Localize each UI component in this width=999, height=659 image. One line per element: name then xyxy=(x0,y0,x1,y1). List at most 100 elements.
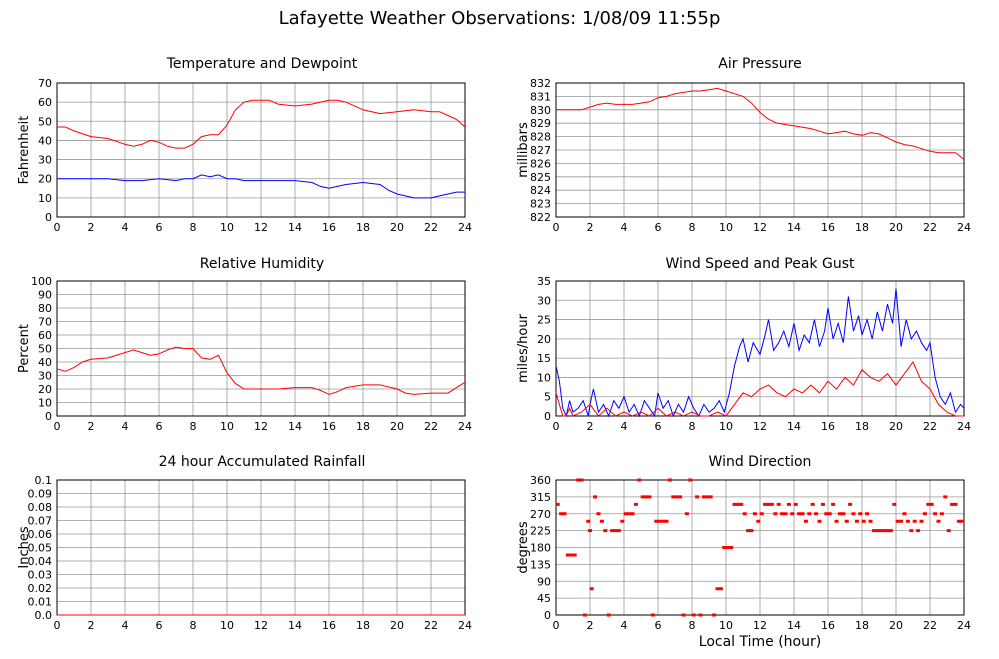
direction-point xyxy=(667,478,672,482)
humidity-ytick-label: 40 xyxy=(38,356,52,369)
wind-xtick-label: 2 xyxy=(587,420,594,433)
direction-point xyxy=(763,502,768,506)
direction-point xyxy=(780,512,785,516)
direction-point xyxy=(831,502,836,506)
temp-xtick-label: 24 xyxy=(458,221,472,234)
direction-xtick-label: 6 xyxy=(655,619,662,632)
pressure-title: Air Pressure xyxy=(718,56,801,72)
temp-ytick-label: 20 xyxy=(38,173,52,186)
direction-point xyxy=(793,502,798,506)
rain-xtick-label: 24 xyxy=(458,619,472,632)
direction-point xyxy=(725,546,730,549)
direction-point xyxy=(810,502,815,506)
direction-point xyxy=(773,512,778,516)
wind-xtick-label: 10 xyxy=(719,420,733,433)
wind-series-0-line xyxy=(555,288,965,418)
direction-point xyxy=(627,512,632,516)
rain-xtick-label: 8 xyxy=(190,619,197,632)
direction-point xyxy=(837,512,842,516)
pressure-xtick-label: 24 xyxy=(957,221,971,234)
direction-point xyxy=(588,529,592,533)
wind-xtick-label: 18 xyxy=(855,420,869,433)
direction-point xyxy=(783,512,788,516)
wind-ytick-label: 0 xyxy=(544,410,551,423)
direction-ytick-label: 45 xyxy=(537,592,551,605)
direction-point xyxy=(559,512,564,516)
rain-xtick-label: 14 xyxy=(288,619,302,632)
direction-ytick-label: 135 xyxy=(530,558,551,571)
pressure-xtick-label: 6 xyxy=(655,221,662,234)
temp-ytick-label: 0 xyxy=(45,211,52,224)
wind-ytick-label: 15 xyxy=(537,352,551,365)
wind-xtick-label: 4 xyxy=(621,420,628,433)
direction-ytick-label: 360 xyxy=(530,474,551,487)
direction-xtick-label: 4 xyxy=(621,619,628,632)
direction-ytick-label: 0 xyxy=(544,609,551,622)
direction-point xyxy=(749,529,754,533)
humidity-ytick-label: 10 xyxy=(38,397,52,410)
direction-point xyxy=(637,478,642,482)
direction-point xyxy=(885,529,890,533)
direction-point xyxy=(875,529,880,533)
direction-point xyxy=(865,512,870,516)
direction-point xyxy=(919,519,924,523)
direction-point xyxy=(613,529,618,533)
direction-point xyxy=(786,502,791,506)
pressure-ytick-label: 823 xyxy=(530,198,551,211)
humidity-ytick-label: 50 xyxy=(38,343,52,356)
direction-point xyxy=(718,587,723,591)
direction-point xyxy=(956,519,961,523)
direction-point xyxy=(742,512,747,516)
direction-point xyxy=(647,495,652,499)
direction-point xyxy=(861,519,866,523)
rain-xtick-label: 20 xyxy=(390,619,404,632)
wind-series-1-line xyxy=(555,361,964,417)
direction-point xyxy=(814,512,819,516)
temp-ytick-label: 70 xyxy=(38,77,52,90)
direction-point xyxy=(756,519,761,523)
direction-point xyxy=(943,495,948,499)
direction-point xyxy=(882,529,887,533)
direction-point xyxy=(681,613,686,617)
humidity-xtick-label: 14 xyxy=(288,420,302,433)
direction-point xyxy=(922,512,927,516)
direction-point xyxy=(878,529,883,533)
direction-ytick-label: 270 xyxy=(530,508,551,521)
pressure-xtick-label: 22 xyxy=(923,221,937,234)
direction-point xyxy=(739,502,744,506)
direction-point xyxy=(579,478,584,482)
footer-xaxis-label: Local Time (hour) xyxy=(698,634,822,650)
direction-point xyxy=(640,495,645,499)
direction-ytick-label: 180 xyxy=(530,542,551,555)
rain-xtick-label: 12 xyxy=(254,619,268,632)
wind-ytick-label: 20 xyxy=(537,333,551,346)
direction-point xyxy=(569,553,574,557)
pressure-ytick-label: 826 xyxy=(530,157,551,170)
direction-point xyxy=(946,529,951,533)
pressure-ytick-label: 828 xyxy=(530,131,551,144)
direction-point xyxy=(844,519,849,523)
direction-plot-frame xyxy=(555,479,965,616)
rain-title: 24 hour Accumulated Rainfall xyxy=(159,454,366,470)
direction-point xyxy=(644,495,649,499)
pressure-xtick-label: 8 xyxy=(689,221,696,234)
rain-ytick-label: 0.03 xyxy=(28,569,53,582)
humidity-xtick-label: 10 xyxy=(220,420,234,433)
humidity-xtick-label: 12 xyxy=(254,420,268,433)
direction-point xyxy=(715,587,720,591)
direction-point xyxy=(722,546,727,549)
direction-point xyxy=(691,613,696,617)
temp-xtick-label: 18 xyxy=(356,221,370,234)
direction-point xyxy=(841,512,846,516)
rain-xtick-label: 18 xyxy=(356,619,370,632)
humidity-ylabel: Percent xyxy=(17,324,32,373)
direction-point xyxy=(708,495,713,499)
direction-point xyxy=(824,512,829,516)
humidity-plot-frame xyxy=(56,280,466,417)
humidity-ytick-label: 20 xyxy=(38,383,52,396)
wind-plot-frame xyxy=(555,280,965,417)
